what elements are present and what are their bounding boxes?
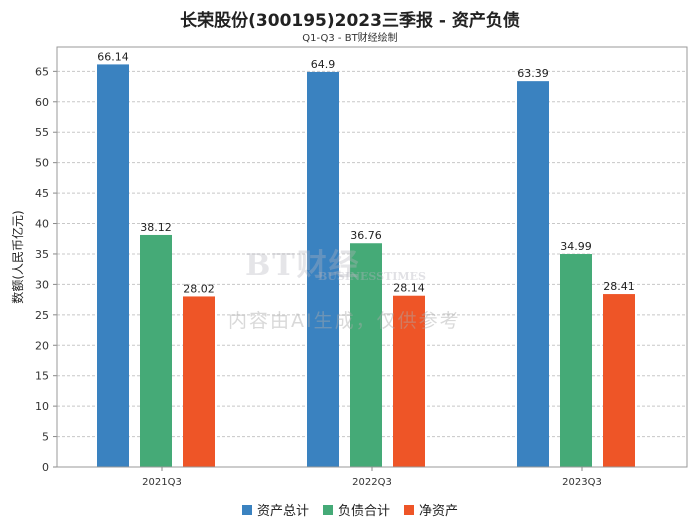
data-label: 34.99: [560, 240, 592, 253]
watermark-logo: BT财经: [245, 248, 361, 283]
bar: [350, 243, 382, 467]
y-tick-label: 10: [35, 400, 49, 413]
legend-item: 负债合计: [322, 500, 390, 519]
data-label: 28.14: [393, 282, 425, 295]
chart-title: 长荣股份(300195)2023三季报 - 资产负债: [180, 11, 520, 31]
legend-swatch: [241, 504, 252, 515]
bars-layer: [97, 64, 635, 468]
y-tick-label: 60: [35, 96, 49, 109]
bar: [183, 296, 215, 467]
bar: [603, 294, 635, 467]
legend-swatch: [404, 504, 414, 515]
bar: [307, 71, 339, 468]
x-tick-label: 2021Q3: [142, 477, 182, 488]
data-label: 28.41: [603, 280, 635, 293]
y-tick-label: 50: [35, 157, 49, 170]
y-tick-label: 35: [35, 248, 49, 261]
x-tick-label: 2023Q3: [562, 477, 602, 488]
bar: [517, 81, 549, 467]
legend: 资产总计 负债合计 净资产: [0, 500, 700, 519]
y-tick-label: 30: [35, 278, 49, 291]
bar: [393, 295, 425, 467]
y-axis-label: 数额(人民币亿元): [10, 210, 25, 303]
chart-subtitle: Q1-Q3 - BT财经绘制: [302, 33, 398, 44]
labels-layer: 66.14 38.12 28.02 64.9 36.76 28.14 63.39 34.99 2…: [97, 50, 635, 295]
legend-label: 负债合计: [337, 504, 390, 519]
data-label: 66.14: [97, 50, 129, 63]
y-tick-label: 55: [35, 126, 49, 139]
data-label: 36.76: [350, 229, 382, 242]
data-label: 28.02: [183, 282, 215, 295]
bar: [97, 64, 129, 468]
data-label: 63.39: [517, 67, 549, 80]
legend-label: 净资产: [419, 504, 459, 519]
data-label: 38.12: [140, 221, 172, 234]
y-tick-label: 45: [35, 187, 49, 200]
legend-item: 资产总计: [241, 500, 309, 519]
y-tick-label: 65: [35, 65, 49, 78]
legend-item: 净资产: [404, 500, 458, 519]
legend-swatch: [322, 504, 333, 515]
bar: [560, 254, 592, 467]
axis-layer: 0 5 10 15 20 25 30 35 40 45 50 55 60 65 2021Q3 2022Q3 20…: [10, 46, 688, 488]
x-tick-label: 2022Q3: [352, 477, 392, 488]
data-label: 64.9: [311, 58, 336, 71]
legend-label: 资产总计: [256, 504, 309, 519]
y-tick-label: 0: [42, 461, 49, 474]
y-tick-label: 25: [35, 309, 49, 322]
bar: [140, 234, 172, 467]
watermark-logo-sub: BUSINESSTIMES: [318, 270, 426, 283]
y-tick-label: 40: [35, 218, 49, 231]
y-tick-label: 20: [35, 339, 49, 352]
y-tick-label: 15: [35, 370, 49, 383]
watermark-notice: 内容由AI生成，仅供参考: [228, 310, 461, 332]
y-tick-label: 5: [42, 431, 49, 444]
chart-plot: 66.14 38.12 28.02 64.9 36.76 28.14 63.39 34.99 2…: [10, 46, 688, 488]
